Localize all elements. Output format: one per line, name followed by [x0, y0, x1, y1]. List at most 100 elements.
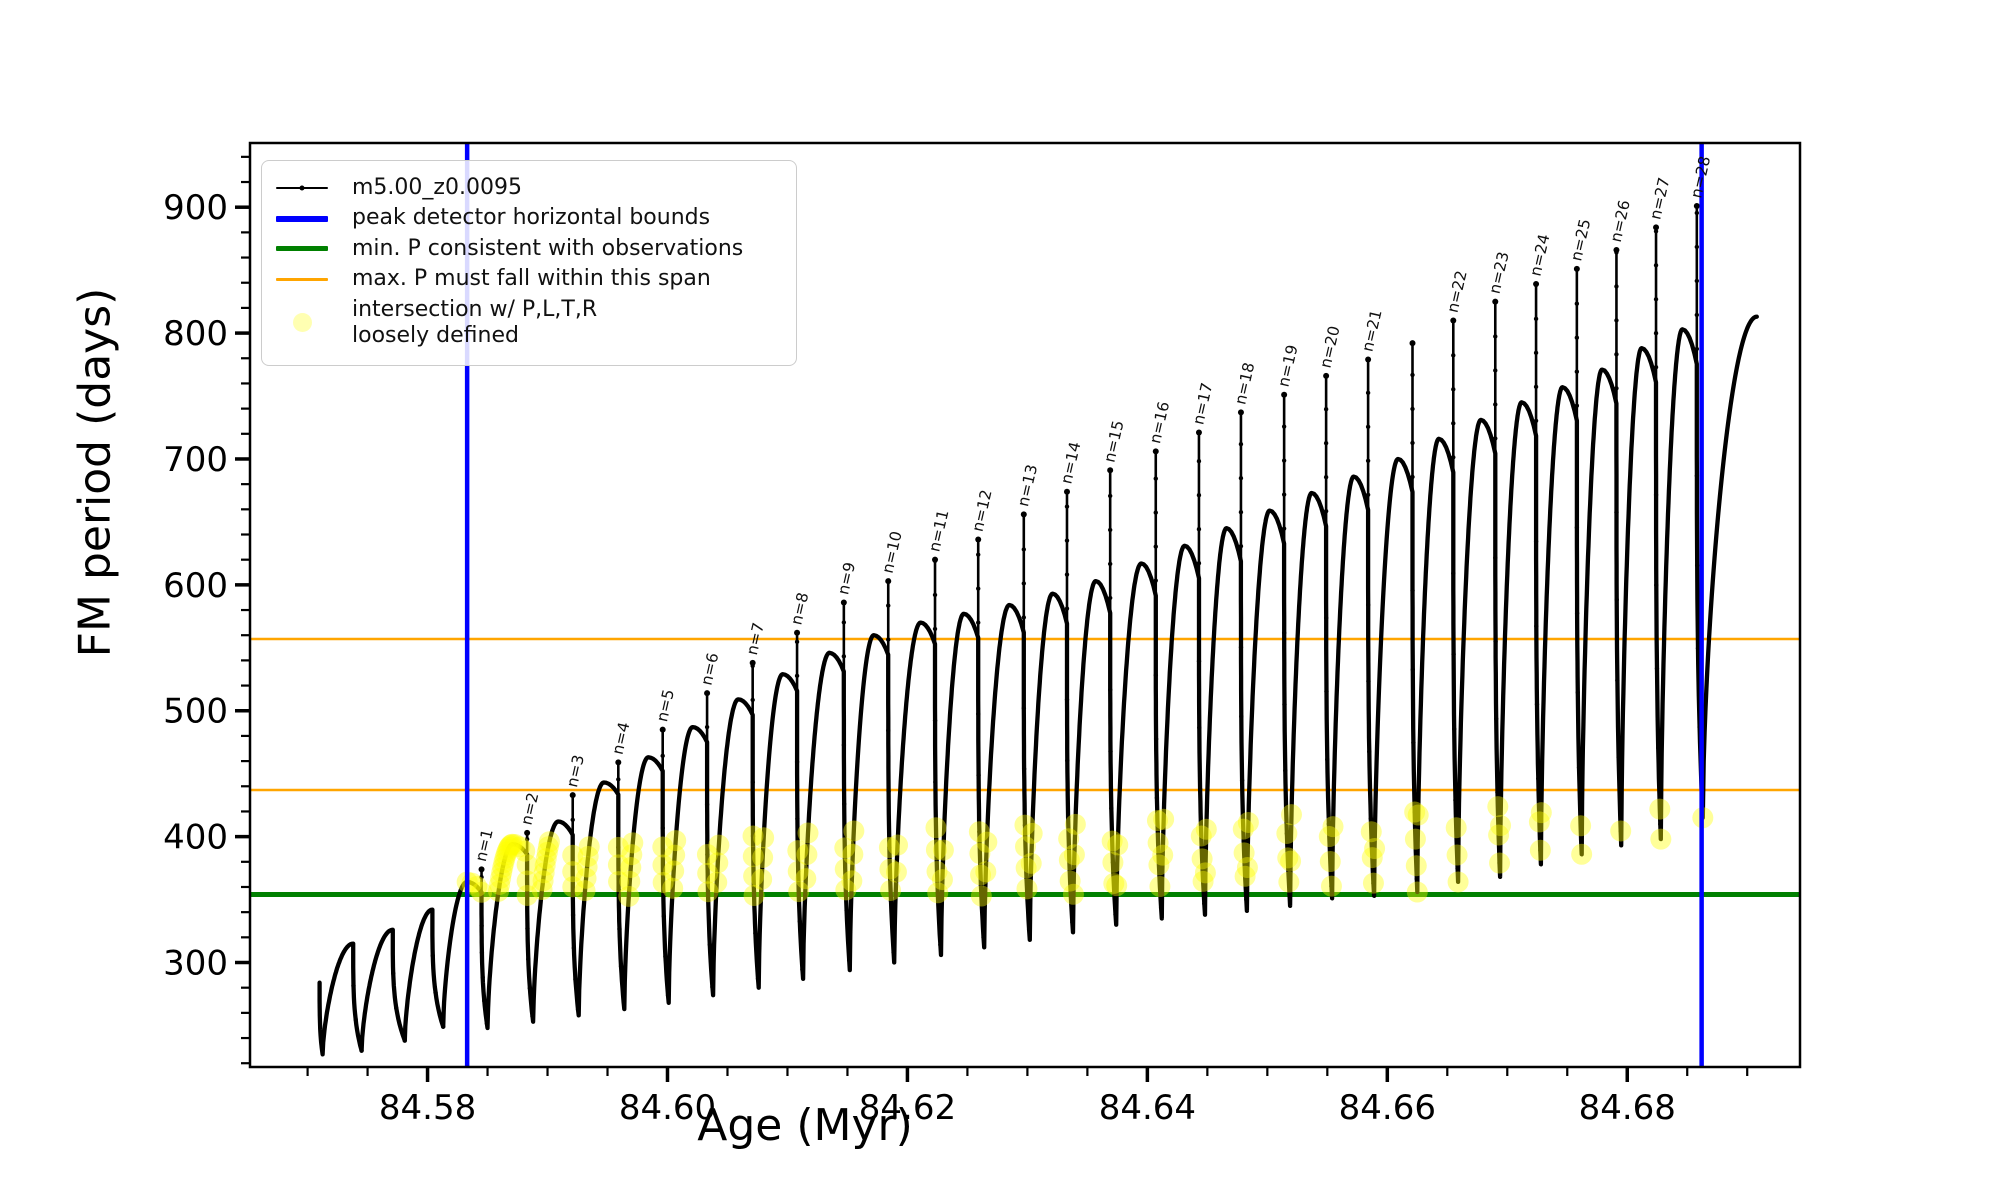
data-point-marker	[1455, 866, 1460, 871]
legend-item: peak detector horizontal bounds	[274, 205, 780, 231]
data-point-marker	[978, 883, 984, 888]
intersection-marker	[466, 876, 488, 898]
data-point-marker	[1578, 837, 1584, 843]
data-point-marker	[706, 898, 711, 903]
intersection-marker	[562, 861, 584, 883]
data-point-marker	[1281, 492, 1287, 497]
intersection-marker	[1487, 796, 1509, 818]
intersection-marker	[1489, 852, 1511, 874]
data-point-marker	[1064, 572, 1070, 577]
intersection-marker	[575, 867, 597, 889]
data-point-marker	[1238, 645, 1244, 650]
intersection-marker	[788, 881, 810, 903]
data-point-marker	[1451, 421, 1456, 426]
data-point-marker	[1281, 391, 1288, 398]
data-point-marker	[1451, 353, 1456, 358]
data-point-marker	[1196, 459, 1202, 464]
intersection-marker	[932, 839, 954, 861]
intersection-marker	[1014, 836, 1036, 858]
axes-frame: 84.58 84.60 84.62 84.64 84.66 84.68 300 400 500 6…	[163, 141, 1802, 1128]
intersection-marker	[1362, 872, 1384, 894]
data-point-marker	[1021, 705, 1027, 711]
data-point-marker	[1368, 816, 1374, 821]
series-line	[317, 314, 1759, 1057]
data-point-marker	[1576, 765, 1582, 770]
intersection-marker	[652, 836, 674, 858]
data-point-marker	[976, 711, 981, 717]
data-point-marker	[1156, 851, 1161, 857]
y-axis-label: FM period (days)	[69, 287, 121, 658]
data-point-marker	[1658, 821, 1663, 827]
data-point-marker	[1153, 672, 1159, 678]
data-point-marker	[1695, 646, 1701, 651]
data-point-marker	[1493, 368, 1498, 373]
data-point-marker	[1064, 697, 1070, 702]
data-point-marker	[1410, 474, 1415, 480]
peak-label: n=21	[1358, 308, 1385, 354]
data-point-marker	[1197, 725, 1202, 730]
intersection-marker	[1407, 804, 1429, 826]
data-point-marker	[1065, 758, 1070, 763]
intersection-marker	[708, 834, 730, 856]
data-point-marker	[1153, 476, 1158, 481]
data-point-marker	[570, 912, 576, 918]
data-point-marker	[1694, 210, 1700, 216]
intersection-marker	[926, 860, 948, 882]
data-point-marker	[1065, 814, 1071, 820]
intersection-marker	[496, 841, 518, 863]
intersection-marker	[742, 825, 764, 847]
data-point-marker	[1615, 678, 1620, 683]
peak-label: n=28	[1687, 154, 1714, 200]
data-point-marker	[616, 845, 621, 850]
y-tick-label: 800	[163, 314, 228, 354]
data-point-marker	[750, 697, 755, 703]
data-point-marker	[981, 935, 986, 940]
data-point-marker	[1238, 543, 1244, 549]
data-point-marker	[1281, 630, 1287, 636]
data-point-marker	[1613, 247, 1620, 254]
data-point-marker	[659, 726, 666, 733]
data-point-marker	[751, 883, 757, 889]
peak-label: n=26	[1607, 198, 1634, 244]
data-point-marker	[841, 654, 847, 659]
data-point-marker	[1324, 689, 1329, 694]
intersection-marker	[491, 862, 513, 884]
intersection-marker	[577, 845, 599, 867]
data-point-marker	[1196, 658, 1202, 664]
data-point-marker	[569, 792, 576, 799]
data-point-marker	[359, 1048, 364, 1053]
intersection-marker	[1058, 849, 1080, 871]
data-point-marker	[353, 1017, 358, 1022]
data-point-marker	[932, 556, 939, 563]
legend-item-label: peak detector horizontal bounds	[352, 205, 711, 231]
data-point-marker	[665, 992, 671, 998]
data-point-marker	[1282, 702, 1287, 707]
data-point-marker	[479, 874, 484, 880]
data-point-marker	[1410, 440, 1415, 446]
intersection-marker	[622, 832, 644, 854]
data-point-marker	[707, 942, 713, 947]
data-point-marker	[976, 772, 981, 778]
data-point-marker	[886, 789, 891, 794]
data-point-marker	[616, 777, 621, 782]
data-point-marker	[527, 986, 533, 991]
data-point-marker	[800, 967, 805, 972]
intersection-marker	[500, 834, 522, 856]
intersection-marker	[1361, 847, 1383, 869]
intersection-marker	[1015, 857, 1037, 879]
intersection-marker	[976, 831, 998, 853]
intersection-marker	[492, 856, 514, 878]
peak-label: n=17	[1189, 381, 1216, 427]
data-point-marker	[1024, 876, 1029, 881]
data-point-marker	[1533, 539, 1539, 544]
intersection-marker	[534, 854, 556, 876]
data-point-marker	[1653, 365, 1659, 370]
data-point-marker	[570, 877, 575, 882]
intersection-marker	[531, 879, 553, 901]
y-tick-label: 300	[163, 944, 228, 984]
data-point-marker	[1365, 390, 1371, 396]
data-point-marker	[1492, 298, 1499, 305]
intersection-marker	[1107, 834, 1129, 856]
intersection-marker	[1021, 822, 1043, 844]
